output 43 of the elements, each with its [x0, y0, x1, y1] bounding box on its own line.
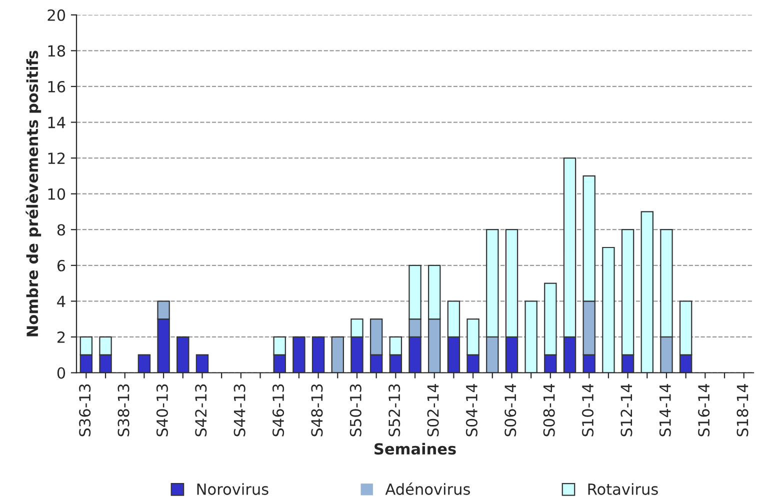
x-tick-label: S52-13 — [388, 384, 400, 436]
x-tick-label: S08-14 — [543, 384, 555, 436]
y-tick-label: 4 — [57, 296, 66, 307]
x-tick-label: S36-13 — [79, 384, 91, 436]
x-tick-label: S44-13 — [234, 384, 246, 436]
x-tick-label: S10-14 — [582, 384, 594, 436]
bar — [524, 300, 538, 373]
y-tick-label: 2 — [57, 331, 65, 343]
x-tick-label: S06-14 — [504, 384, 516, 436]
x-tick-label: S50-13 — [350, 384, 362, 436]
y-tick-label: 16 — [48, 80, 66, 92]
y-tick-label: 14 — [48, 116, 66, 128]
legend-label: Rotavirus — [588, 483, 658, 495]
y-tick-label: 18 — [48, 45, 66, 57]
x-tick-label: S48-13 — [311, 384, 323, 436]
bar — [312, 336, 325, 373]
bar — [138, 354, 151, 373]
y-tick-label: 6 — [57, 260, 66, 272]
x-tick-label: S02-14 — [427, 384, 439, 436]
y-tick-label: 20 — [48, 9, 66, 21]
x-tick-label: S46-13 — [272, 384, 284, 436]
y-tick-label: 10 — [48, 188, 66, 200]
bar — [176, 336, 190, 373]
x-tick-label: S40-13 — [156, 384, 168, 436]
bar — [331, 336, 344, 373]
bar — [602, 246, 615, 373]
y-tick-label: 0 — [57, 367, 66, 379]
x-tick-label: S18-14 — [736, 384, 748, 436]
bar — [292, 336, 306, 373]
y-tick-label: 8 — [57, 224, 66, 236]
x-tick-label: S14-14 — [659, 384, 671, 436]
y-tick-label: 12 — [48, 152, 65, 164]
x-tick-label: S42-13 — [195, 384, 207, 436]
x-tick-label: S38-13 — [118, 384, 130, 436]
x-tick-label: S04-14 — [466, 384, 478, 436]
legend-label: Adénovirus — [385, 482, 470, 495]
x-tick-label: S12-14 — [620, 384, 632, 436]
y-axis-title: Nombre de prélèvements positifs — [26, 50, 42, 336]
legend-label: Norovirus — [197, 483, 268, 495]
bar — [196, 354, 209, 373]
x-tick-label: S16-14 — [698, 384, 710, 436]
x-axis-title: Semaines — [374, 442, 456, 455]
bar — [640, 211, 654, 373]
